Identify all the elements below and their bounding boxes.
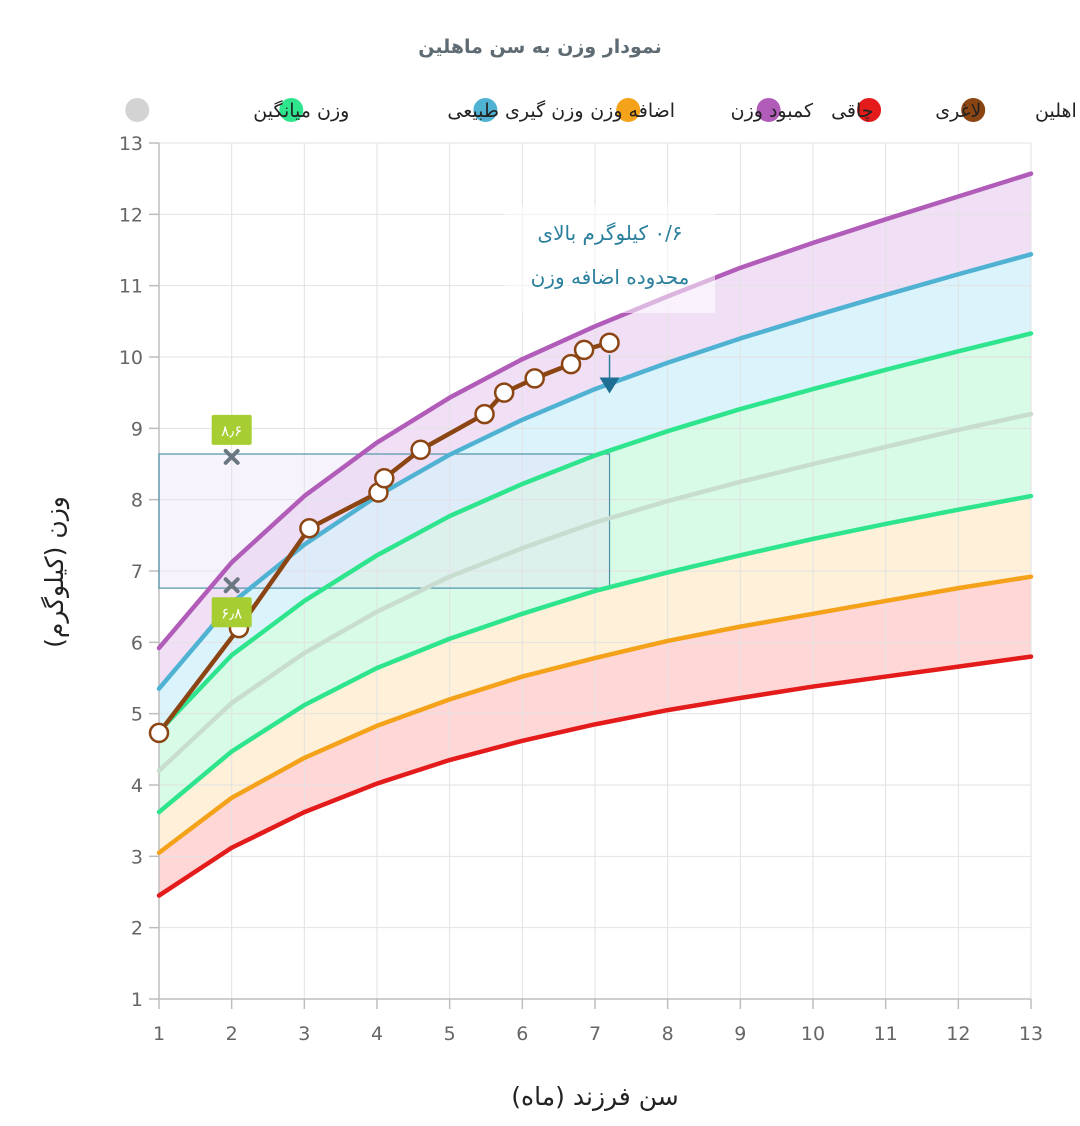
legend-swatch-4 <box>473 98 498 122</box>
x-tick-label-10: 10 <box>801 1023 825 1045</box>
y-tick-label-12: 12 <box>119 204 143 226</box>
y-tick-label-5: 5 <box>131 704 143 726</box>
percentile-curves <box>156 171 1034 898</box>
marker-label-1: ۶٫۸ <box>221 604 242 622</box>
series-point-5 <box>410 439 431 460</box>
y-tick-label-2: 2 <box>131 918 143 940</box>
x-tick-label-13: 13 <box>1019 1023 1043 1045</box>
series-point-4 <box>374 468 395 489</box>
x-tick-label-3: 3 <box>298 1023 310 1045</box>
curve-underweight <box>156 574 1034 856</box>
x-tick-label-8: 8 <box>662 1023 674 1045</box>
legend-label-6: وزن میانگین <box>253 99 349 122</box>
y-tick-label-1: 1 <box>131 989 143 1011</box>
curve-thinness <box>156 654 1034 898</box>
x-tick-label-6: 6 <box>516 1023 528 1045</box>
legend-label-0: اهلین <box>1035 100 1077 122</box>
x-tick-label-12: 12 <box>946 1023 970 1045</box>
range-markers: ۸٫۶ ۶٫۸ <box>211 414 252 628</box>
x-axis-title: سن فرزند (ماه) <box>511 1082 678 1111</box>
marker-x-1 <box>223 577 240 594</box>
annotation-line-1: محدوده اضافه وزن <box>531 265 690 289</box>
legend-swatch-2 <box>756 98 781 122</box>
x-tick-label-9: 9 <box>734 1023 746 1045</box>
series-point-10 <box>573 339 595 361</box>
series-point-8 <box>524 368 545 389</box>
curve-normal_high <box>156 331 1034 734</box>
curve-obesity <box>156 171 1034 651</box>
legend-swatch-6 <box>125 98 150 122</box>
chart-title: نمودار وزن به سن ماهلین <box>418 36 662 58</box>
y-tick-label-4: 4 <box>131 775 143 797</box>
annotation-arrow-head <box>599 377 620 394</box>
x-tick-label-5: 5 <box>444 1023 456 1045</box>
curve-normal_low <box>156 493 1034 815</box>
x-tick-label-4: 4 <box>371 1023 383 1045</box>
x-tick-label-11: 11 <box>874 1023 898 1045</box>
marker-badge-1 <box>211 597 252 628</box>
y-tick-label-8: 8 <box>131 490 143 512</box>
legend-swatch-1 <box>857 98 882 122</box>
y-tick-label-3: 3 <box>131 846 143 868</box>
legend-label-2: چاقی <box>831 100 873 122</box>
annotation: ۰/۶ کیلوگرم بالای محدوده اضافه وزن <box>505 205 715 394</box>
legend-label-4: اضافه وزن <box>590 100 675 122</box>
series-point-2 <box>299 517 320 539</box>
series-point-9 <box>560 353 582 375</box>
x-tick-label-7: 7 <box>589 1023 601 1045</box>
legend: اهلین لاغری چاقی کمبود وزن اضافه وزن وزن گیری… <box>125 98 1077 122</box>
series-point-11 <box>599 332 620 353</box>
series-point-7 <box>493 382 515 403</box>
y-tick-label-6: 6 <box>131 632 143 654</box>
y-tick-label-9: 9 <box>131 418 143 440</box>
legend-label-1: لاغری <box>935 100 981 122</box>
curve-overweight <box>156 252 1034 691</box>
annotation-line-0: ۰/۶ کیلوگرم بالای <box>537 221 682 245</box>
child-series <box>148 332 620 744</box>
y-tick-label-10: 10 <box>119 347 143 369</box>
marker-x-0 <box>223 448 240 465</box>
legend-label-3: کمبود وزن <box>731 100 814 122</box>
legend-swatch-5 <box>279 98 304 122</box>
x-tick-label-1: 1 <box>153 1023 165 1045</box>
marker-badge-0 <box>211 414 252 445</box>
y-tick-label-11: 11 <box>119 276 143 298</box>
series-point-0 <box>148 722 170 744</box>
legend-label-5: وزن گیری طبیعی <box>447 99 583 122</box>
x-tick-label-2: 2 <box>226 1023 238 1045</box>
legend-swatch-0 <box>961 98 986 122</box>
curve-average <box>156 411 1034 773</box>
legend-swatch-3 <box>616 98 641 122</box>
y-tick-label-13: 13 <box>119 133 143 155</box>
y-tick-label-7: 7 <box>131 561 143 583</box>
series-point-6 <box>474 403 495 425</box>
y-axis-title: وزن (کیلوگرم) <box>40 496 70 648</box>
annotation-bg <box>505 205 715 313</box>
marker-label-0: ۸٫۶ <box>221 422 242 440</box>
